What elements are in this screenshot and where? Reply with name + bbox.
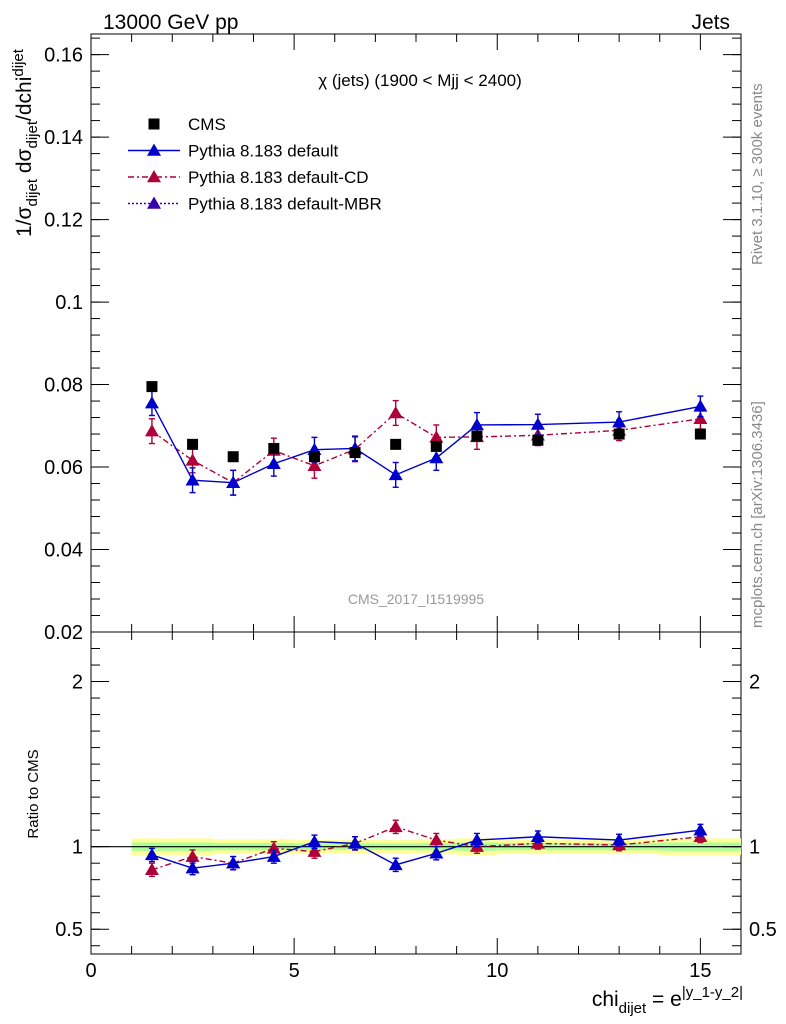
main-series [144,381,708,496]
default-point [693,399,708,412]
ratio-default-point [530,829,545,843]
ratio-y-tick-label: 0.5 [55,919,83,941]
ratio-default-point [307,834,322,847]
main-x-ticks [90,34,742,632]
y-tick-label: 0.12 [44,210,83,232]
default-point [226,475,241,488]
default-line [151,402,701,484]
x-tick-label: 15 [689,960,711,982]
x-tick-label: 10 [486,960,508,982]
ratio-default-point [266,849,281,862]
default-point [266,456,281,469]
legend-label: CMS [188,115,226,134]
default-cd-line [151,412,701,484]
ratio-default-cd-line [151,826,701,871]
ratio-y-tick-label-right: 1 [749,837,760,859]
ratio-default-line [151,829,701,869]
y-tick-label: 0.02 [44,622,83,644]
default-point [429,450,444,464]
default-point [388,467,403,481]
legend-marker [147,143,161,156]
ratio-y-tick-label: 1 [72,837,83,859]
y-tick-label: 0.14 [44,127,83,149]
header-left: 13000 GeV pp [103,11,238,34]
ratio-default-cd-point [429,833,444,846]
ratio-default-cd-point [266,841,281,854]
y-tick-label: 0.06 [44,457,83,479]
default-point [469,417,484,431]
ratio-plot-panel: 0.5 0.5 1 1 2 2 0 5 10 15 Ratio to CMS chidijet … [25,631,777,1017]
ratio-plot-frame [90,631,742,955]
ratio-y-axis: 0.5 0.5 1 1 2 2 [55,648,777,947]
default-cd-point [429,430,444,443]
main-plot-panel: 0.02 0.04 0.06 0.08 0.1 0.12 0.14 0.16 χ (jets)… [10,33,742,644]
x-axis-label: chidijet = e|y_1-y_2| [592,984,743,1017]
ratio-default-point [612,833,627,846]
main-y-axis: 0.02 0.04 0.06 0.08 0.1 0.12 0.14 0.16 [44,37,741,644]
ratio-default-point [429,846,444,859]
x-tick-label: 5 [289,960,300,982]
ratio-uncertainty-band [91,838,741,855]
ratio-default-point [469,833,484,846]
legend: CMS Pythia 8.183 default Pythia 8.183 defa… [128,115,382,214]
default-cd-point [693,411,708,425]
watermark: CMS_2017_I1519995 [348,591,484,607]
y-tick-label: 0.08 [44,375,83,397]
default-cd-point [185,453,200,466]
ratio-default-cd-point [388,819,403,833]
default-point [144,396,159,409]
ratio-y-label: Ratio to CMS [25,749,42,838]
legend-label: Pythia 8.183 default-CD [188,168,369,187]
cms-point [146,381,158,393]
ratio-x-axis: 0 5 10 15 [85,632,742,982]
y-tick-label: 0.1 [55,292,83,314]
ratio-default-point [388,857,403,871]
cms-point [430,440,442,452]
y-tick-label: 0.16 [44,45,83,67]
ratio-series [144,819,708,878]
cms-point [613,428,625,440]
cms-point [471,430,483,442]
default-cd-point [388,406,403,419]
cms-point [349,447,361,459]
ratio-default-point [185,861,200,874]
plot-title: χ (jets) (1900 < Mjj < 2400) [318,71,522,90]
ratio-default-point [144,847,159,861]
y-tick-label: 0.04 [44,540,83,562]
cms-point [390,438,402,450]
cms-point [308,451,320,463]
cms-point [694,428,706,440]
ratio-y-tick-label: 2 [72,672,83,694]
default-point [612,415,627,428]
legend-label: Pythia 8.183 default-MBR [188,195,382,214]
default-cd-point [144,424,159,437]
main-y-label: 1/σdijet dσdijet/dchidijet [10,48,41,237]
ratio-y-tick-label-right: 2 [749,672,760,694]
mcplots-label: mcplots.cern.ch [arXiv:1306.3436] [749,401,766,628]
default-cd-point [307,458,322,472]
legend-marker [147,196,161,209]
ratio-default-cd-point [185,849,200,862]
ratio-default-point [348,836,363,849]
cms-point [187,438,199,450]
x-tick-label: 0 [85,960,96,982]
ratio-default-point [693,823,708,836]
ratio-y-tick-label-right: 0.5 [749,919,777,941]
cms-point [268,442,280,454]
legend-cms-marker [148,118,160,130]
ratio-default-cd-point [307,844,322,857]
cms-point [227,451,239,463]
rivet-label: Rivet 3.1.10, ≥ 300k events [749,83,766,265]
legend-marker [147,170,161,183]
legend-label: Pythia 8.183 default [188,142,339,161]
cms-point [532,434,544,446]
ratio-default-cd-point [144,862,159,876]
default-point [530,417,545,430]
ratio-default-point [226,856,241,869]
default-point [185,473,200,486]
header-right: Jets [691,11,730,34]
